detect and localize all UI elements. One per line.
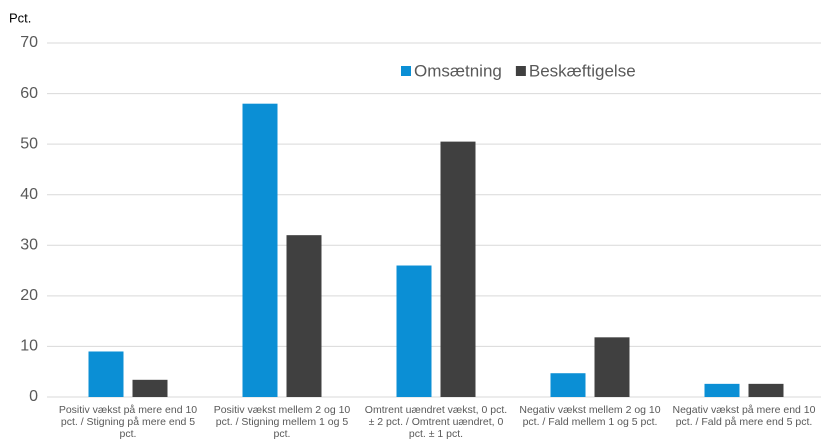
y-tick-label: 50 (20, 135, 38, 152)
bar (440, 141, 476, 397)
bar (594, 337, 630, 397)
y-tick-label: 30 (20, 237, 38, 254)
legend-swatch (401, 66, 411, 76)
x-tick-label: Omtrent uændret vækst, 0 pct. ± 2 pct. /… (364, 404, 508, 440)
bar (396, 265, 432, 397)
y-axis-label: Pct. (9, 10, 31, 25)
bar (88, 351, 124, 397)
bar (242, 103, 278, 397)
y-tick-label: 0 (29, 388, 38, 405)
legend-label: Beskæftigelse (529, 61, 636, 80)
y-tick-label: 60 (20, 85, 38, 102)
y-tick-label: 20 (20, 287, 38, 304)
bar (286, 235, 322, 397)
y-tick-label: 40 (20, 186, 38, 203)
legend-swatch (515, 66, 526, 76)
y-tick-label: 10 (20, 338, 38, 355)
x-tick-label: Negativ vækst på mere end 10 pct. / Fald… (672, 404, 816, 428)
x-tick-label: Positiv vækst mellem 2 og 10 pct. / Stig… (213, 404, 351, 440)
bar (704, 383, 740, 397)
x-tick-label: Negativ vækst mellem 2 og 10 pct. / Fald… (519, 404, 661, 428)
bar (550, 373, 586, 397)
y-tick-label: 70 (20, 34, 38, 51)
legend-label: Omsætning (414, 61, 502, 80)
bar (132, 379, 168, 397)
bar (748, 383, 784, 397)
x-tick-label: Positiv vækst på mere end 10 pct. / Stig… (58, 404, 198, 440)
